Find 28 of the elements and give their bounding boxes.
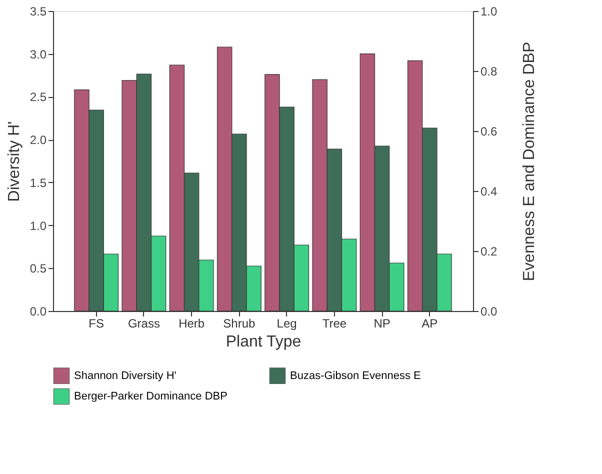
y2-tick-label: 0.2 bbox=[480, 244, 498, 258]
x-tick-label: FS bbox=[88, 316, 104, 330]
x-tick-label: Herb bbox=[178, 316, 205, 330]
y2-axis-title: Evenness E and Dominance DBP bbox=[521, 42, 538, 282]
y-tick-label: 0.0 bbox=[30, 304, 47, 318]
y-tick-label: 1.5 bbox=[30, 176, 47, 190]
y2-tick-label: 0.0 bbox=[480, 304, 498, 318]
y-tick-label: 2.5 bbox=[30, 90, 47, 104]
x-tick-label: AP bbox=[422, 316, 438, 330]
y2-tick-label: 0.6 bbox=[480, 124, 498, 138]
y2-tick-label: 0.8 bbox=[480, 64, 498, 78]
legend-label: Berger-Parker Dominance DBP bbox=[74, 390, 228, 402]
x-tick-label: Grass bbox=[128, 316, 160, 330]
y-tick-label: 1.0 bbox=[30, 218, 47, 233]
y-axis-title: Diversity H' bbox=[6, 121, 23, 202]
x-tick-label: Leg bbox=[276, 316, 297, 330]
x-tick-label: Tree bbox=[322, 316, 347, 330]
x-tick-label: Shrub bbox=[223, 316, 256, 330]
legend-label: Buzas-Gibson Evenness E bbox=[290, 370, 421, 382]
x-axis-title: Plant Type bbox=[226, 334, 302, 350]
y-tick-label: 3.5 bbox=[30, 4, 47, 18]
y2-tick-label: 0.4 bbox=[480, 184, 498, 198]
y2-tick-label: 1.0 bbox=[480, 4, 498, 18]
x-tick-label: NP bbox=[374, 316, 390, 330]
y-tick-label: 0.5 bbox=[30, 262, 47, 276]
y-tick-label: 3.0 bbox=[30, 47, 47, 62]
legend-label: Shannon Diversity H' bbox=[74, 370, 176, 382]
y-tick-label: 2.0 bbox=[30, 133, 47, 148]
